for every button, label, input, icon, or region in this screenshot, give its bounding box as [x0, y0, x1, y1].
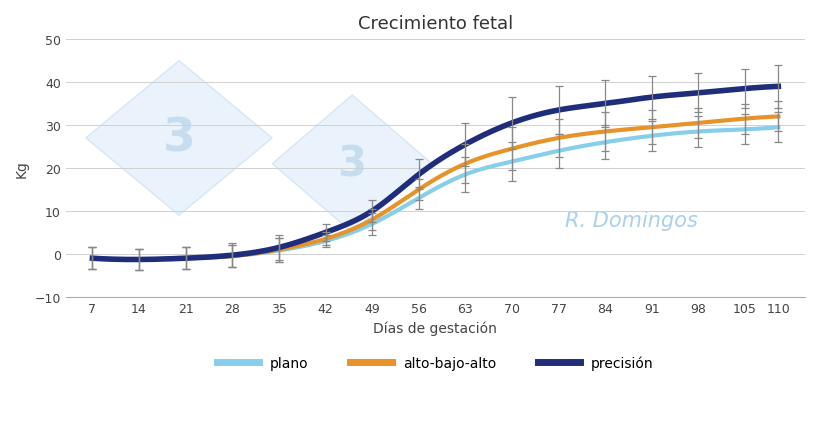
- Polygon shape: [86, 61, 272, 216]
- Text: 3: 3: [337, 143, 366, 185]
- Text: 3: 3: [162, 116, 195, 161]
- X-axis label: Días de gestación: Días de gestación: [373, 320, 497, 335]
- Legend: plano, alto-bajo-alto, precisión: plano, alto-bajo-alto, precisión: [211, 350, 658, 376]
- Polygon shape: [272, 96, 432, 233]
- Text: R. Domingos: R. Domingos: [565, 210, 698, 230]
- Y-axis label: Kg: Kg: [15, 160, 29, 178]
- Title: Crecimiento fetal: Crecimiento fetal: [357, 15, 513, 33]
